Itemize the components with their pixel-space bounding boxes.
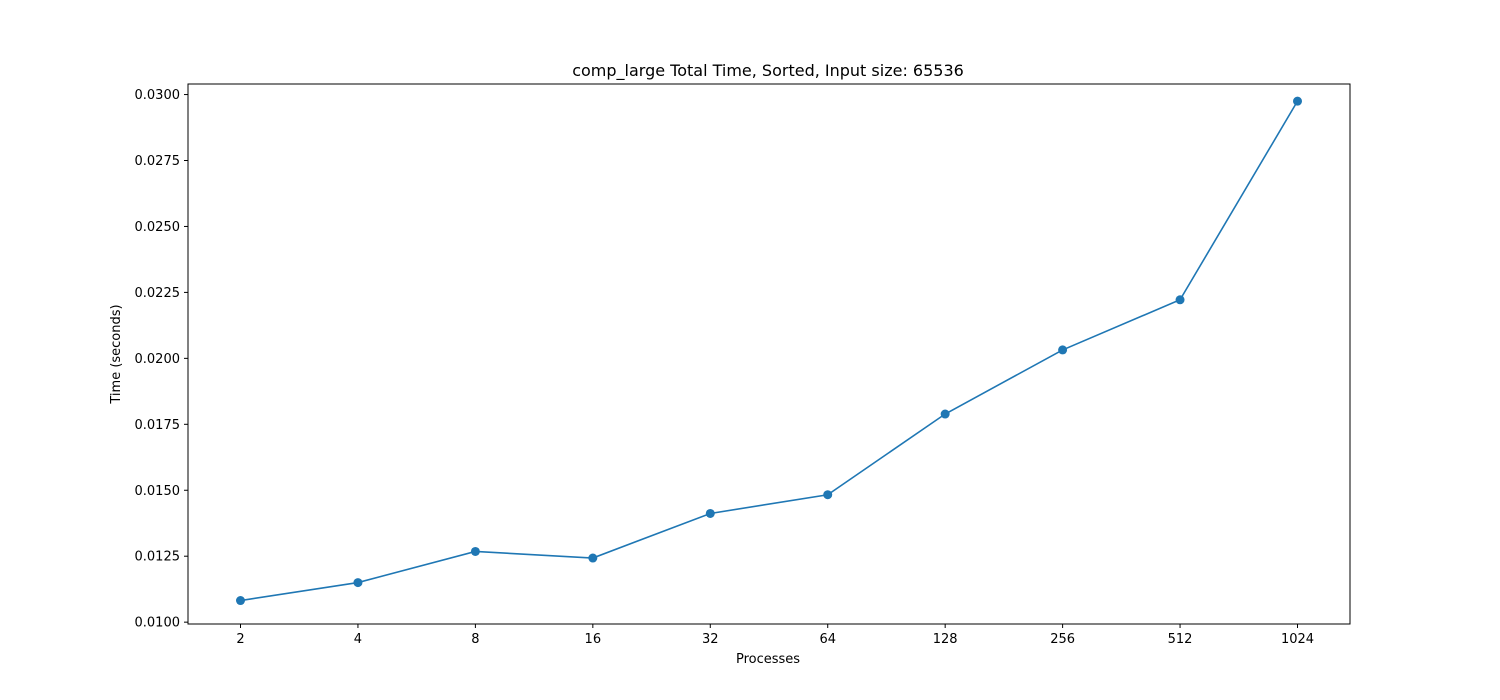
data-point bbox=[588, 553, 598, 563]
x-axis-label: Processes bbox=[736, 652, 800, 667]
data-point bbox=[705, 508, 715, 518]
data-point bbox=[236, 596, 245, 606]
y-tick-label: 0.0225 bbox=[135, 286, 181, 301]
data-point bbox=[823, 490, 833, 500]
data-point bbox=[1058, 345, 1068, 355]
y-tick-label: 0.0200 bbox=[135, 352, 181, 367]
x-tick-label: 4 bbox=[354, 632, 362, 647]
data-point bbox=[940, 409, 950, 419]
x-tick-label: 8 bbox=[471, 632, 479, 647]
data-point bbox=[470, 546, 480, 556]
x-tick-label: 256 bbox=[1050, 632, 1075, 647]
x-tick-label: 32 bbox=[702, 632, 719, 647]
plot-area: 0.0100 0.0125 0.0150 0.0175 0.0200 0.0225 0.02… bbox=[135, 88, 1315, 647]
x-tick-label: 512 bbox=[1168, 632, 1193, 647]
chart-title: comp_large Total Time, Sorted, Input siz… bbox=[572, 61, 964, 81]
data-point bbox=[353, 578, 363, 588]
y-tick-label: 0.0125 bbox=[135, 550, 181, 565]
x-tick-label: 64 bbox=[819, 632, 836, 647]
series-line bbox=[240, 100, 1299, 602]
y-tick-label: 0.0250 bbox=[135, 220, 181, 235]
x-tick-label: 16 bbox=[585, 632, 602, 647]
data-point bbox=[1293, 96, 1302, 106]
y-tick-label: 0.0100 bbox=[135, 616, 181, 631]
y-axis-label: Time (seconds) bbox=[109, 304, 124, 404]
plot-frame bbox=[187, 83, 1351, 625]
x-tick-label: 2 bbox=[236, 632, 244, 647]
data-point bbox=[1175, 295, 1185, 305]
y-tick-label: 0.0150 bbox=[135, 484, 181, 499]
x-tick-label: 128 bbox=[933, 632, 958, 647]
y-tick-label: 0.0275 bbox=[135, 154, 181, 169]
y-tick-label: 0.0175 bbox=[135, 418, 181, 433]
x-tick-label: 1024 bbox=[1281, 632, 1314, 647]
y-tick-label: 0.0300 bbox=[135, 88, 181, 103]
